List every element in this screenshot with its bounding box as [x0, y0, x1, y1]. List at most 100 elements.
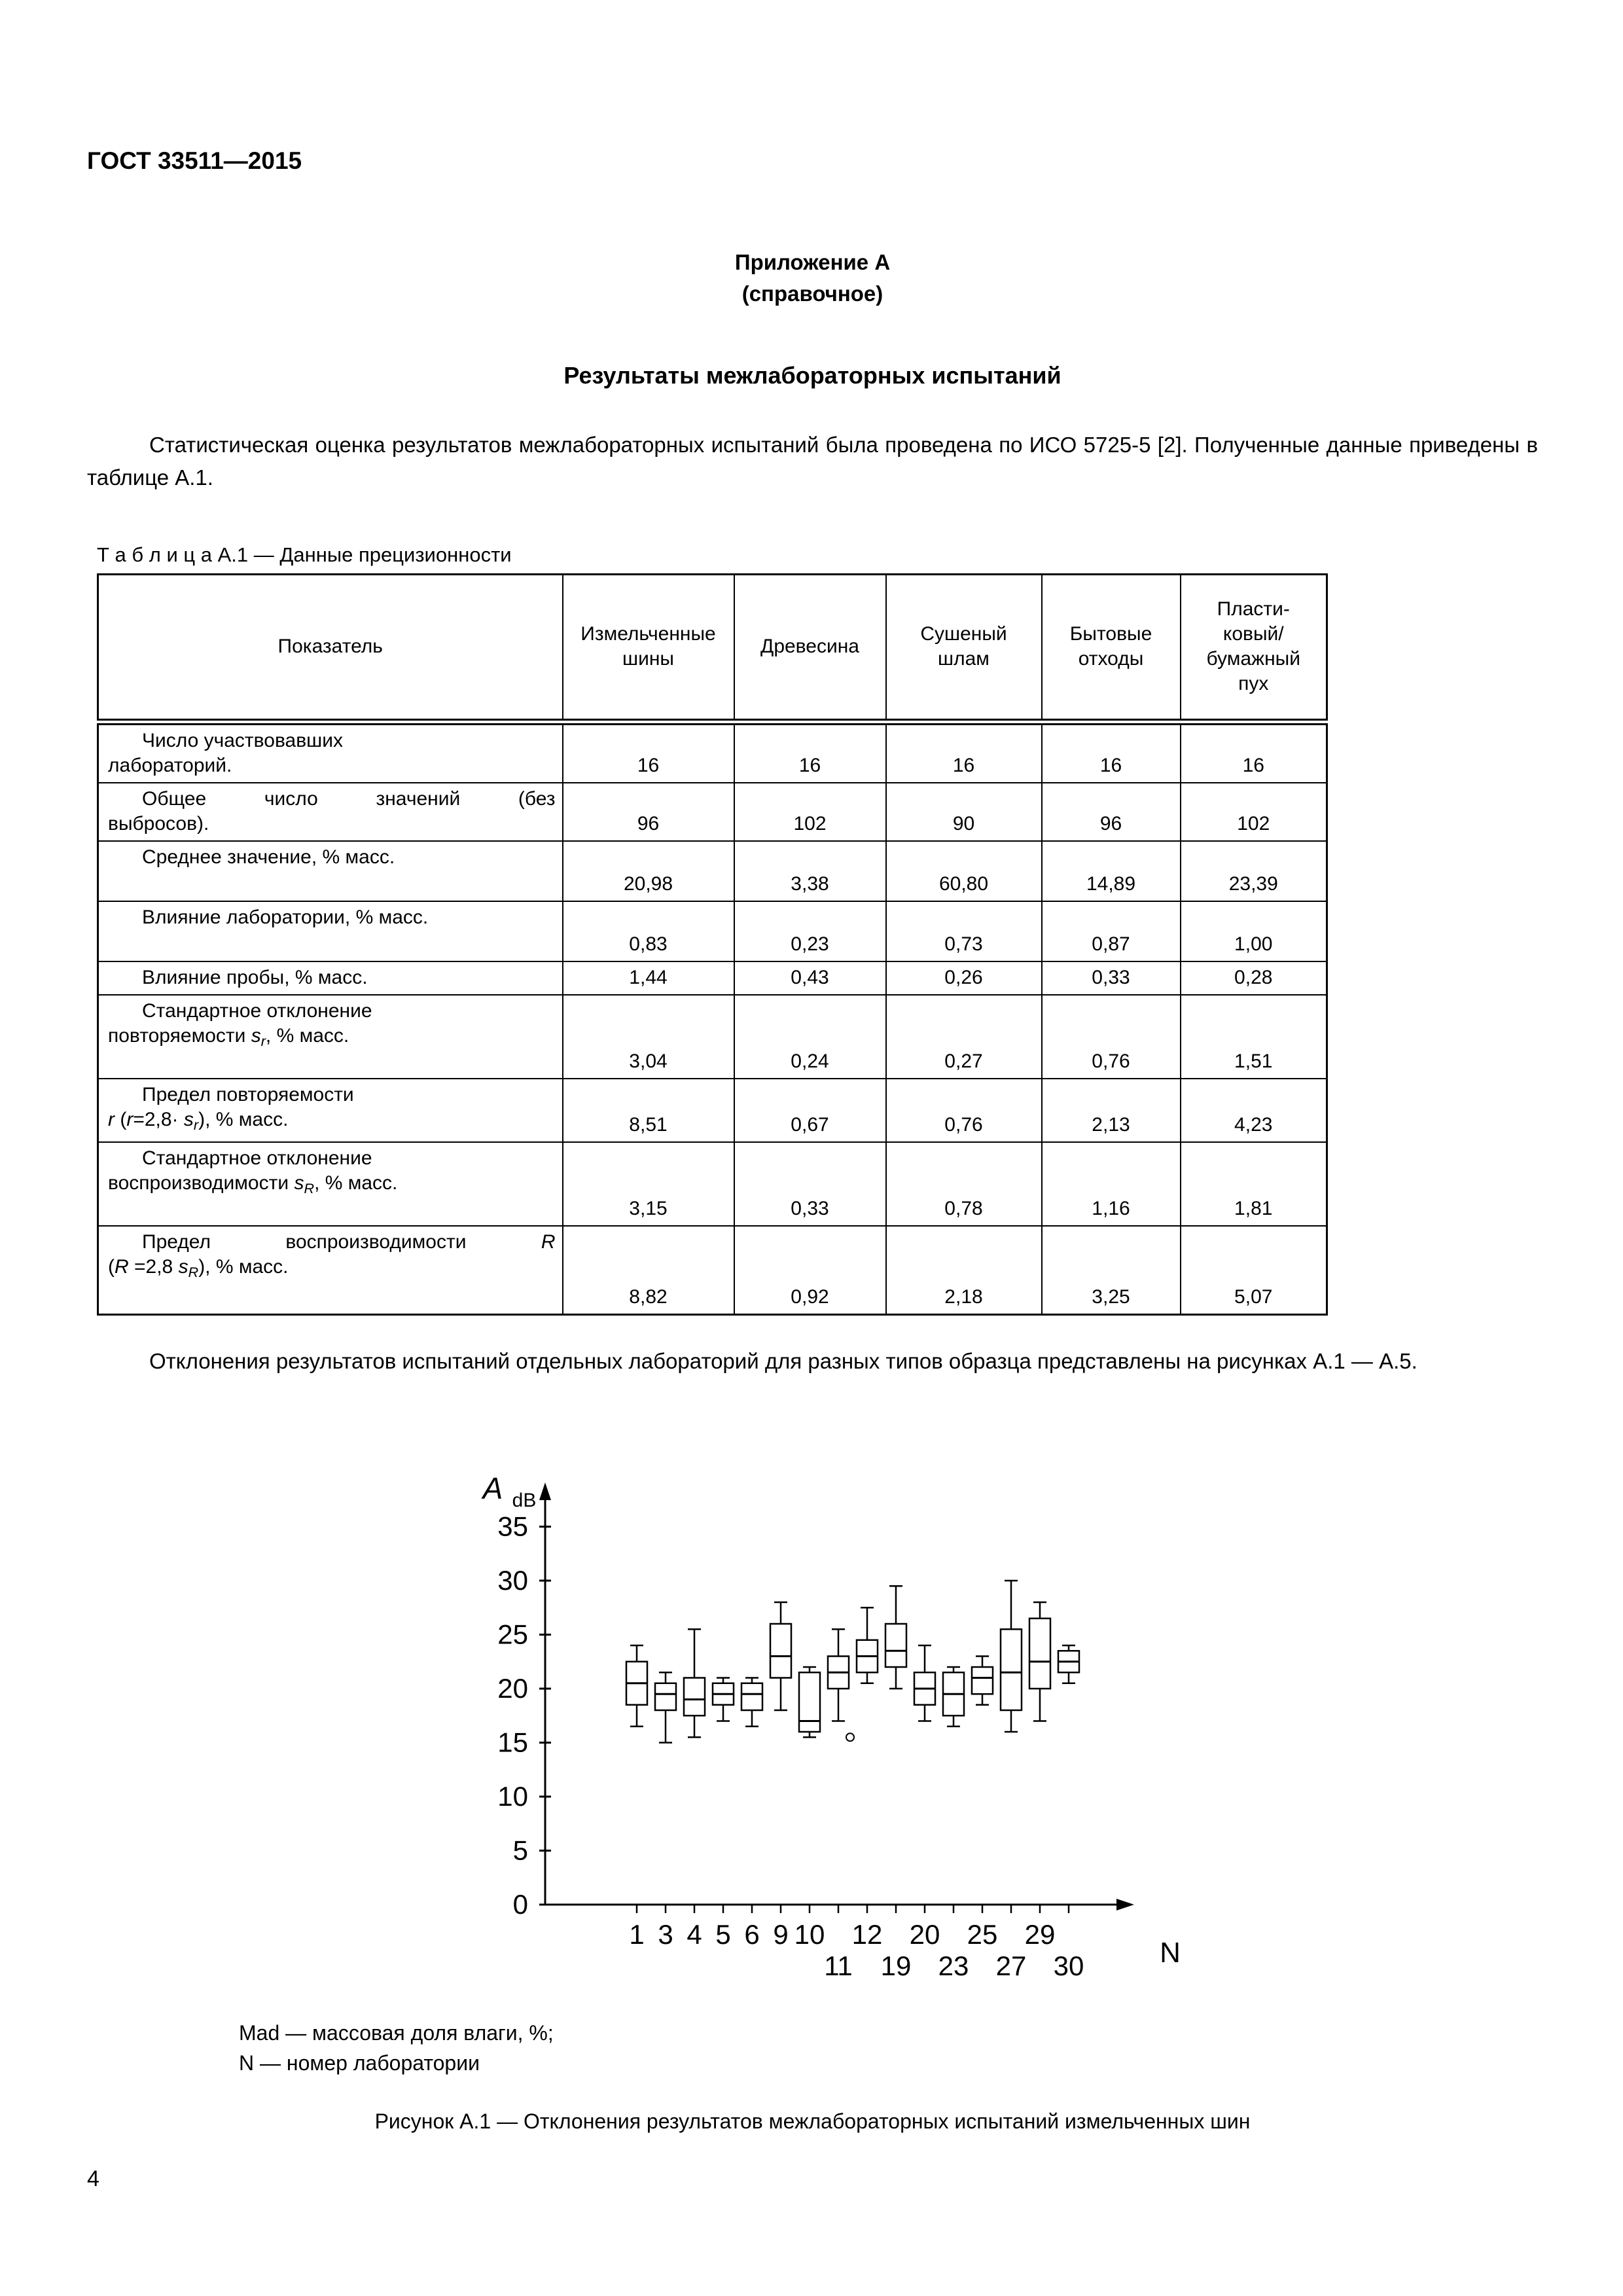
legend-line-mad: Mad — массовая доля влаги, %;: [239, 2021, 554, 2045]
y-tick-label: 25: [497, 1619, 528, 1650]
doc-number: ГОСТ 33511—2015: [87, 147, 302, 174]
x-tick-label: 10: [794, 1919, 825, 1950]
x-tick-label: 23: [938, 1950, 969, 1981]
table-header: Показатель Измельченные шины Древесина С…: [97, 573, 1328, 725]
col-header-plastic-paper-fluff: Пласти- ковый/ бумажный пух: [1179, 573, 1328, 725]
x-tick-label: 9: [773, 1919, 788, 1950]
col-header-dried-sludge: Сушеный шлам: [885, 573, 1043, 725]
cell-value: 96: [1041, 781, 1181, 842]
box: [654, 1682, 677, 1712]
cell-value: 5,07: [1179, 1225, 1328, 1316]
cell-value: 3,04: [562, 994, 735, 1079]
table-row: Влияние пробы, % масс. 1,44 0,43 0,26 0,33 0,…: [97, 960, 1328, 996]
figure-caption: Рисунок А.1 — Отклонения результатов меж…: [374, 2109, 1251, 2134]
x-tick-label: 19: [881, 1950, 912, 1981]
cell-value: 102: [733, 781, 887, 842]
cell-value: 16: [562, 721, 735, 783]
table-row: Общее число значений (без выбросов). 96 102…: [97, 781, 1328, 842]
box: [884, 1623, 908, 1668]
precision-table: Показатель Измельченные шины Древесина С…: [97, 573, 1328, 1316]
box: [971, 1666, 994, 1695]
table-row: Число участвовавших лабораторий. 16 16 16 16 1…: [97, 721, 1328, 783]
y-axis-title: A: [481, 1471, 503, 1505]
y-tick-label: 10: [497, 1781, 528, 1812]
appendix-title: Приложение А: [734, 250, 891, 274]
x-tick-label: 29: [1025, 1919, 1056, 1950]
cell-value: 16: [1179, 721, 1328, 783]
row-label: Влияние лаборатории, % масс.: [97, 900, 563, 962]
section-title: Результаты межлабораторных испытаний: [563, 362, 1061, 389]
cell-value: 0,87: [1041, 900, 1181, 962]
y-tick-label: 5: [513, 1835, 528, 1866]
col-header-wood: Древесина: [733, 573, 887, 725]
cell-value: 8,51: [562, 1077, 735, 1143]
cell-value: 0,73: [885, 900, 1043, 962]
y-tick-label: 30: [497, 1565, 528, 1596]
x-axis-arrow: [1116, 1899, 1134, 1911]
cell-value: 96: [562, 781, 735, 842]
row-label: Предел воспроизводимости R (R =2,8 sR), %…: [97, 1225, 563, 1316]
cell-value: 0,27: [885, 994, 1043, 1079]
row-label: Число участвовавших лабораторий.: [97, 721, 563, 783]
x-tick-label: 20: [910, 1919, 940, 1950]
appendix-subtitle: (справочное): [741, 281, 883, 306]
box: [1028, 1617, 1052, 1690]
table-row: Стандартное отклонение воспроизводимости …: [97, 1141, 1328, 1227]
cell-value: 102: [1179, 781, 1328, 842]
box: [798, 1672, 821, 1733]
intro-paragraph: Статистическая оценка результатов межлаб…: [87, 433, 1538, 490]
page-number: 4: [87, 2166, 99, 2191]
x-tick-label: 12: [852, 1919, 883, 1950]
cell-value: 23,39: [1179, 840, 1328, 902]
cell-value: 8,82: [562, 1225, 735, 1316]
figure-legend: Mad — массовая доля влаги, %; N — номер …: [239, 2018, 1538, 2078]
cell-value: 0,24: [733, 994, 887, 1079]
y-tick-label: 0: [513, 1889, 528, 1920]
table-row: Предел повторяемости r (r=2,8· sr), % мас…: [97, 1077, 1328, 1143]
legend-line-n: N — номер лаборатории: [239, 2051, 480, 2075]
x-tick-label: 6: [744, 1919, 759, 1950]
boxplot-figure: 0 5 10 15 20 25 30 35 1 3 4 5 6 9 10 11 12 19 20 23 25 27 29 30…: [395, 1394, 1538, 2006]
cell-value: 1,81: [1179, 1141, 1328, 1227]
x-axis-title: N: [1160, 1937, 1181, 1969]
table-row: Предел воспроизводимости R (R =2,8 sR), %…: [97, 1225, 1328, 1316]
table-row: Среднее значение, % масс. 20,98 3,38 60,80 1…: [97, 840, 1328, 902]
x-tick-label: 3: [658, 1919, 673, 1950]
cell-value: 0,76: [885, 1077, 1043, 1143]
cell-value: 14,89: [1041, 840, 1181, 902]
cell-value: 1,00: [1179, 900, 1328, 962]
cell-value: 0,26: [885, 960, 1043, 996]
box: [999, 1628, 1023, 1712]
cell-value: 2,13: [1041, 1077, 1181, 1143]
col-header-indicator: Показатель: [97, 573, 563, 725]
y-axis-title-sub: dB: [512, 1490, 537, 1511]
precision-table-body: Число участвовавших лабораторий. 16 16 16 16 1…: [97, 721, 1328, 1316]
x-tick-label: 11: [824, 1950, 853, 1981]
cell-value: 0,28: [1179, 960, 1328, 996]
x-tick-label: 4: [687, 1919, 702, 1950]
cell-value: 0,83: [562, 900, 735, 962]
row-label: Влияние пробы, % масс.: [97, 960, 563, 996]
cell-value: 1,51: [1179, 994, 1328, 1079]
row-label: Стандартное отклонение воспроизводимости …: [97, 1141, 563, 1227]
figures-paragraph: Отклонения результатов испытаний отдельн…: [149, 1349, 1418, 1374]
x-tick-label: 1: [629, 1919, 644, 1950]
cell-value: 0,78: [885, 1141, 1043, 1227]
x-tick-label: 27: [996, 1950, 1027, 1981]
cell-value: 0,43: [733, 960, 887, 996]
col-header-household-waste: Бытовые отходы: [1041, 573, 1181, 725]
cell-value: 0,67: [733, 1077, 887, 1143]
y-tick-label: 15: [497, 1727, 528, 1758]
col-header-shredded-tires: Измельченные шины: [562, 573, 735, 725]
y-tick-label: 20: [497, 1673, 528, 1704]
cell-value: 0,76: [1041, 994, 1181, 1079]
cell-value: 16: [733, 721, 887, 783]
cell-value: 16: [885, 721, 1043, 783]
y-tick-label: 35: [497, 1511, 528, 1542]
cell-value: 1,44: [562, 960, 735, 996]
table-caption: Т а б л и ц а А.1 — Данные прецизионност…: [97, 543, 512, 566]
row-label: Среднее значение, % масс.: [97, 840, 563, 902]
outlier-point: [846, 1732, 855, 1742]
